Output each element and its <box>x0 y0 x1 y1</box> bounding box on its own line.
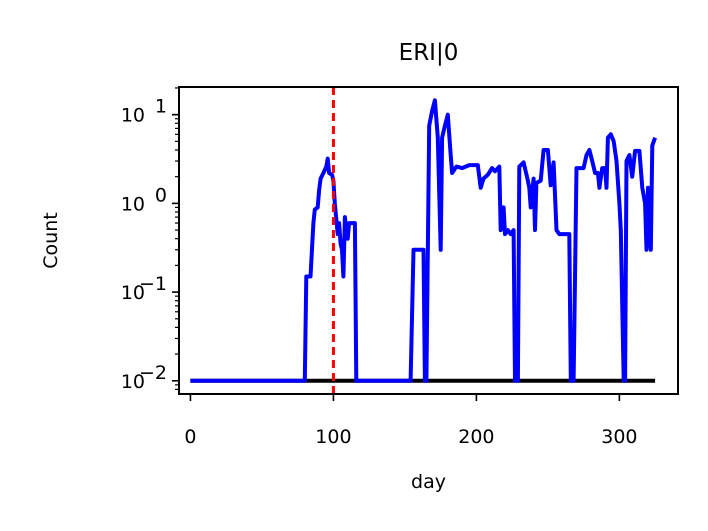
y-tick-exponent: −1 <box>139 273 167 295</box>
x-tick-label: 100 <box>315 426 351 448</box>
x-tick-label: 0 <box>184 426 196 448</box>
y-tick-label: 10 <box>121 193 145 215</box>
x-tick-label: 200 <box>458 426 494 448</box>
x-axis-label: day <box>411 471 446 493</box>
y-tick-label: 10 <box>121 105 145 127</box>
plot-area <box>190 87 657 394</box>
series-line-1 <box>190 98 657 383</box>
y-axis-label: Count <box>40 212 62 268</box>
x-axis: 0 100 200 300 <box>184 394 638 448</box>
y-tick-exponent: 0 <box>155 184 167 206</box>
y-tick-exponent: 1 <box>155 96 167 118</box>
x-tick-label: 300 <box>601 426 637 448</box>
plot-frame <box>178 86 679 395</box>
y-tick-label: 10 <box>121 371 145 393</box>
y-tick-exponent: −2 <box>139 362 167 384</box>
chart-title: ERI|0 <box>399 40 459 66</box>
y-tick-label: 10 <box>121 282 145 304</box>
